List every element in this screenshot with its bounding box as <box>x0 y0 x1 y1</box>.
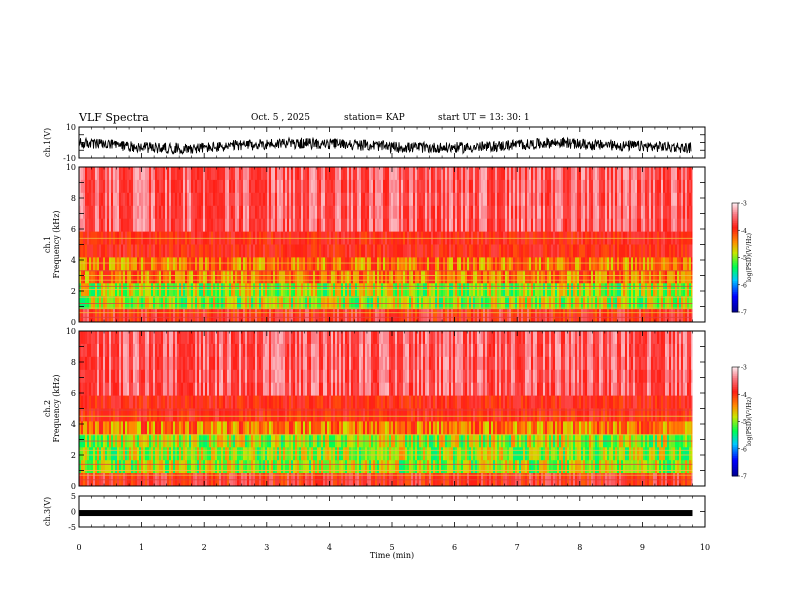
ch3-ytick-tick-0: 0 <box>71 508 76 517</box>
ch2-spectrogram-ylabel-0: ch.2 <box>43 400 52 417</box>
ch2-spectrogram-ytick-tick-10: 10 <box>66 327 76 336</box>
ch1-ytick-tick-10: 10 <box>66 123 76 132</box>
ch1-spectrogram-heatmap <box>79 167 705 323</box>
ch1-spectrogram-ylabel-1: Frequency (kHz) <box>52 210 61 278</box>
ch1-spectrogram-colorbar-tick--5: -5 <box>741 255 747 262</box>
ch2-spectrogram-heatmap <box>79 331 705 487</box>
ch1-spectrogram-ytick-tick-10: 10 <box>66 163 76 172</box>
ch1-spectrogram-ytick-tick-0: 0 <box>71 318 76 327</box>
ch2-spectrogram-colorbar-tick--5: -5 <box>741 419 747 426</box>
ch2-spectrogram-ytick-tick-4: 4 <box>71 420 76 429</box>
x-tick-5: 5 <box>389 543 394 552</box>
ch2-spectrogram-colorbar-tick--7: -7 <box>741 474 747 481</box>
ch1-spectrogram-ytick-tick-6: 6 <box>71 225 76 234</box>
ch3-ytick-tick-5: 5 <box>71 492 76 501</box>
x-tick-2: 2 <box>202 543 207 552</box>
ch1-spectrogram-ytick-tick-8: 8 <box>71 194 76 203</box>
ch1-spectrogram-ylabel-0: ch.1 <box>43 236 52 253</box>
x-tick-1: 1 <box>139 543 144 552</box>
plot-title: VLF Spectra <box>79 111 149 124</box>
ch2-spectrogram-colorbar <box>731 366 739 477</box>
ch2-spectrogram-colorbar-tick--3: -3 <box>741 365 747 372</box>
ch1-spectrogram-colorbar-tick--6: -6 <box>741 282 747 289</box>
ch1-waveform-line <box>78 136 692 155</box>
x-tick-7: 7 <box>515 543 520 552</box>
start-time-label: start UT = 13: 30: 1 <box>438 113 530 123</box>
ch2-spectrogram-ytick-tick-8: 8 <box>71 358 76 367</box>
ch2-spectrogram-ytick-tick-0: 0 <box>71 482 76 491</box>
ch3-ylabel: ch.3(V) <box>43 497 52 526</box>
ch2-spectrogram-ylabel-1: Frequency (kHz) <box>52 374 61 442</box>
date-label: Oct. 5 , 2025 <box>251 113 310 123</box>
x-tick-10: 10 <box>700 543 710 552</box>
x-tick-4: 4 <box>327 543 332 552</box>
ch1-ylabel: ch.1(V) <box>43 128 52 157</box>
x-tick-0: 0 <box>76 543 81 552</box>
x-tick-9: 9 <box>640 543 645 552</box>
x-axis-label: Time (min) <box>370 551 414 560</box>
station-label: station= KAP <box>344 113 405 123</box>
ch2-spectrogram-ytick-tick-2: 2 <box>71 451 76 460</box>
ch1-spectrogram-ytick-tick-2: 2 <box>71 287 76 296</box>
x-tick-8: 8 <box>577 543 582 552</box>
ch1-ytick-tick--10: -10 <box>63 154 76 163</box>
ch1-spectrogram-colorbar-tick--4: -4 <box>741 228 747 235</box>
ch3-ytick-tick--5: -5 <box>68 523 76 532</box>
ch1-spectrogram-colorbar-tick--7: -7 <box>741 310 747 317</box>
ch3-waveform-band <box>79 510 693 517</box>
ch1-spectrogram-ytick-tick-4: 4 <box>71 256 76 265</box>
ch2-spectrogram-ytick-tick-6: 6 <box>71 389 76 398</box>
ch1-spectrogram-colorbar-tick--3: -3 <box>741 201 747 208</box>
x-tick-3: 3 <box>264 543 269 552</box>
ch1-spectrogram-colorbar-label: log(PSD)(V²/Hz) <box>746 233 753 282</box>
ch1-spectrogram-colorbar <box>731 202 739 313</box>
x-tick-6: 6 <box>452 543 457 552</box>
ch2-spectrogram-colorbar-label: log(PSD)(V²/Hz) <box>746 397 753 446</box>
ch2-spectrogram-colorbar-tick--4: -4 <box>741 392 747 399</box>
ch2-spectrogram-colorbar-tick--6: -6 <box>741 446 747 453</box>
